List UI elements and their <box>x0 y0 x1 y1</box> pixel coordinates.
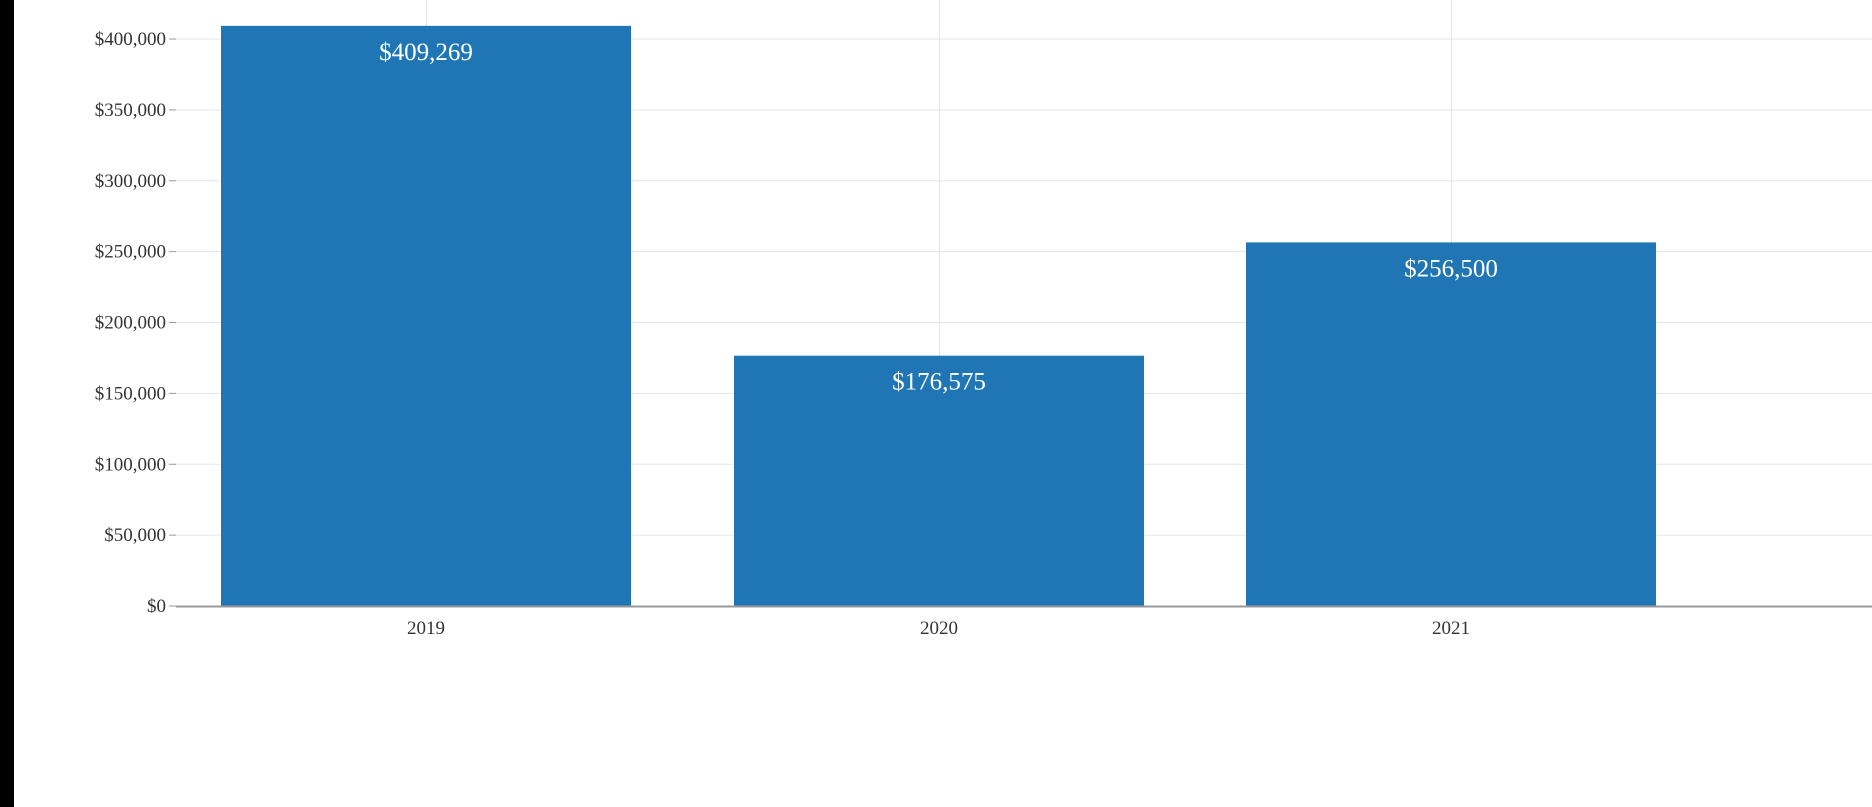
x-axis-tick-labels: 2019 2020 2021 <box>176 605 1872 639</box>
x-tick-label: 2019 <box>407 618 445 639</box>
y-tick-label: $100,000 <box>95 454 166 475</box>
bar-value-label: $176,575 <box>892 369 986 396</box>
y-tick-label: $350,000 <box>95 100 166 121</box>
x-tick-label: 2020 <box>920 618 958 639</box>
y-tick-label: $400,000 <box>95 29 166 50</box>
bar-chart: $0 $50,000 $100,000 $150,000 $200,000 $250,00… <box>95 0 1872 639</box>
y-tick-label: $200,000 <box>95 313 166 334</box>
y-tick-label: $50,000 <box>104 525 166 546</box>
bar-2019 <box>221 25 631 606</box>
bar-value-label: $409,269 <box>379 39 473 66</box>
y-tick-label: $0 <box>147 596 166 617</box>
bar-value-labels: $409,269 $176,575 $256,500 <box>379 39 1498 396</box>
chart-panel: $0 $50,000 $100,000 $150,000 $200,000 $250,00… <box>14 0 1872 807</box>
bar-value-label: $256,500 <box>1404 255 1498 282</box>
y-tick-label: $300,000 <box>95 171 166 192</box>
y-tick-label: $250,000 <box>95 242 166 263</box>
bar-2020 <box>734 355 1144 606</box>
x-tick-label: 2021 <box>1432 618 1470 639</box>
bar-2021 <box>1246 242 1656 606</box>
y-tick-label: $150,000 <box>95 383 166 404</box>
y-axis-tick-labels: $0 $50,000 $100,000 $150,000 $200,000 $250,00… <box>95 29 176 617</box>
bars <box>221 25 1656 606</box>
